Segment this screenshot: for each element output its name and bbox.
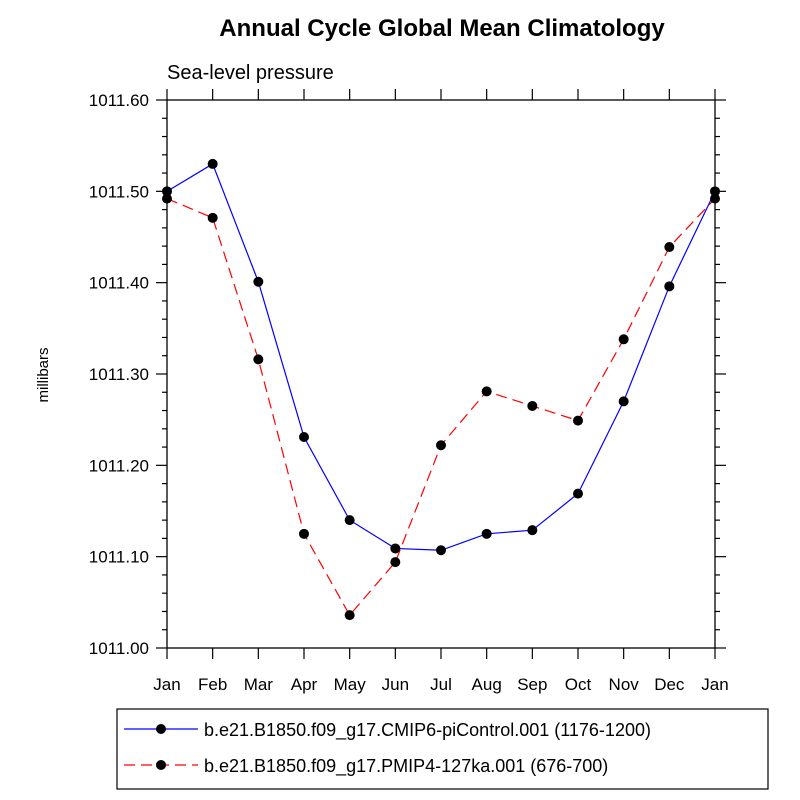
series-2-point: [344, 610, 355, 621]
legend-label-2: b.e21.B1850.f09_g17.PMIP4-127ka.001 (676…: [204, 756, 608, 777]
series-1-point: [527, 525, 538, 536]
y-tick-label: 1011.50: [89, 182, 149, 201]
series-2-point: [710, 193, 720, 204]
series-1-point: [162, 186, 172, 197]
x-tick-label: Nov: [609, 675, 640, 694]
legend-marker-1: [156, 724, 166, 734]
series-2-point: [390, 557, 401, 568]
y-tick-label: 1011.00: [89, 639, 149, 658]
series-1-point: [573, 488, 583, 499]
legend-label-1: b.e21.B1850.f09_g17.CMIP6-piControl.001 …: [204, 720, 651, 741]
y-tick-label: 1011.10: [89, 548, 149, 567]
chart-subtitle: Sea-level pressure: [167, 62, 334, 84]
series-2-point: [299, 528, 309, 539]
y-tick-label: 1011.30: [89, 365, 149, 384]
series-1-point: [481, 528, 492, 539]
series-1-point: [344, 515, 355, 526]
series-1-point: [618, 396, 629, 407]
series-1-point: [299, 432, 309, 443]
y-tick-label: 1011.60: [89, 91, 149, 110]
x-tick-label: Mar: [244, 675, 274, 694]
x-tick-label: Sep: [517, 675, 547, 694]
series-2-point: [162, 193, 172, 204]
series-1-point: [710, 186, 720, 197]
x-tick-label: Jan: [701, 675, 728, 694]
x-tick-label: Dec: [654, 675, 685, 694]
series-2-point: [573, 415, 583, 426]
series-2-point: [207, 212, 218, 223]
legend-marker-2: [156, 760, 166, 770]
chart-title: Annual Cycle Global Mean Climatology: [219, 15, 665, 42]
x-tick-label: Feb: [198, 675, 227, 694]
x-tick-label: Apr: [291, 675, 318, 694]
plot-area: 1011.00 1011.10 1011.20 1011.30 1011.40 1011.…: [89, 89, 729, 694]
y-axis-label: millibars: [35, 347, 52, 402]
series-2-point: [664, 242, 675, 253]
series-1-point: [207, 158, 218, 169]
series-1-point: [664, 281, 675, 292]
x-tick-label: Jul: [430, 675, 452, 694]
series-2-point: [618, 334, 629, 345]
x-tick-label: Aug: [472, 675, 502, 694]
x-tick-label: Jan: [153, 675, 180, 694]
x-tick-label: Jun: [382, 675, 409, 694]
y-tick-label: 1011.40: [89, 274, 149, 293]
legend-box: [116, 708, 769, 790]
series-line-1: [166, 163, 716, 551]
series-1-point: [436, 545, 446, 556]
x-tick-label: May: [334, 675, 367, 694]
series-1-point: [253, 276, 264, 287]
plot-frame: [166, 99, 716, 649]
series-2-point: [527, 400, 538, 411]
series-2-point: [436, 440, 446, 451]
legend: b.e21.B1850.f09_g17.CMIP6-piControl.001 …: [116, 708, 769, 790]
x-tick-label: Oct: [565, 675, 592, 694]
series-2-point: [253, 354, 264, 365]
y-tick-label: 1011.20: [89, 456, 149, 475]
series-1-point: [390, 543, 401, 554]
series-2-point: [481, 386, 492, 397]
